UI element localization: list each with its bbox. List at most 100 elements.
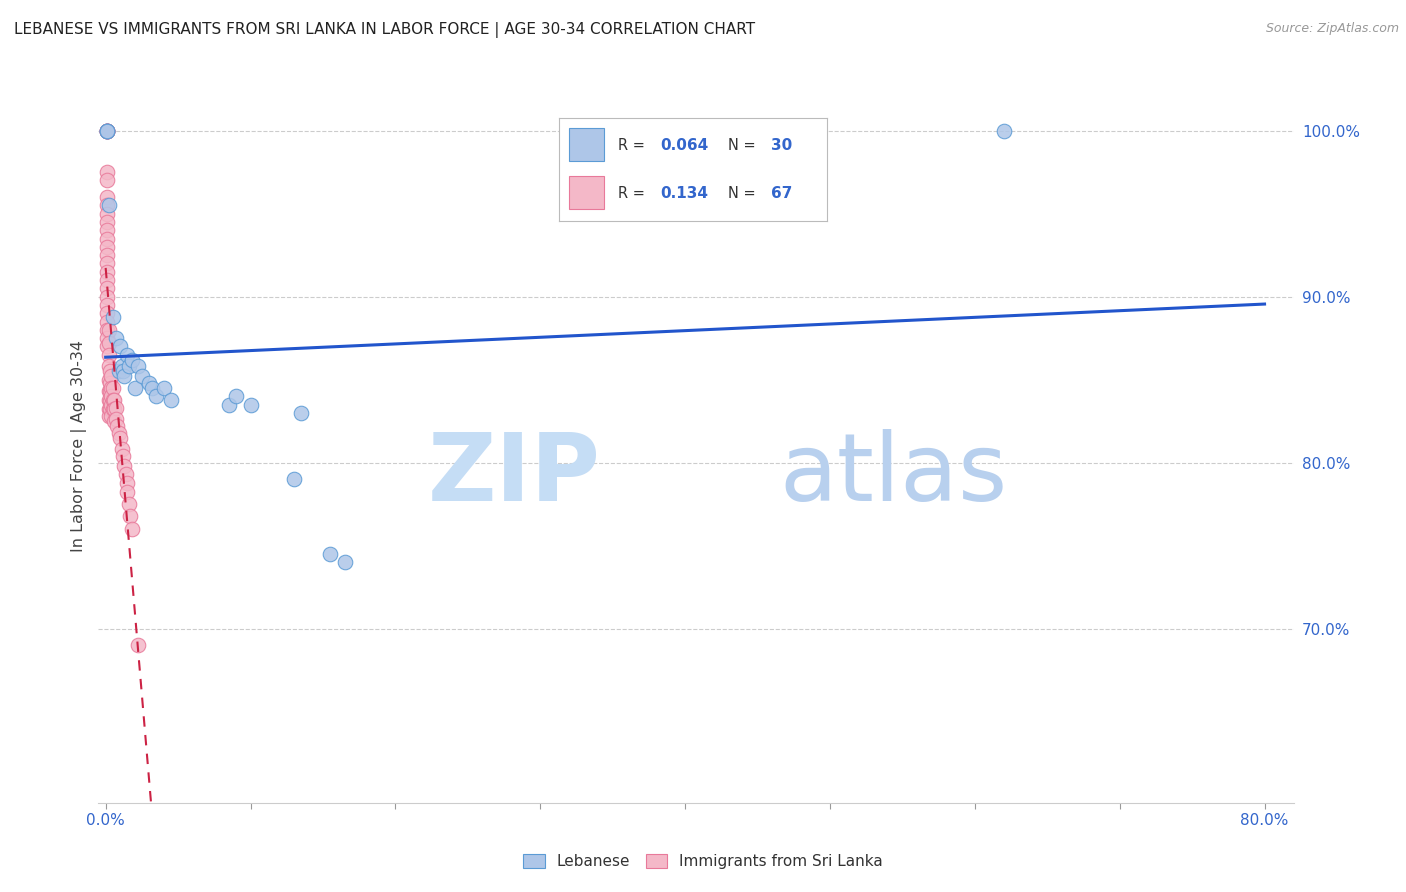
Point [103,402,125,417]
Text: 67: 67 [770,186,793,201]
Text: 0.064: 0.064 [661,138,709,153]
Point [112,364,135,378]
Point [96,331,118,345]
Point [290,406,312,420]
Y-axis label: In Labor Force | Age 30-34: In Labor Force | Age 30-34 [72,340,87,552]
Point [103,392,125,407]
Point [96,124,118,138]
Point [124,381,146,395]
Point [114,458,136,473]
Point [96,306,118,320]
Point [100,397,122,411]
Point [97,198,120,212]
Text: Source: ZipAtlas.com: Source: ZipAtlas.com [1265,22,1399,36]
Text: atlas: atlas [779,428,1008,521]
Point [97,402,120,417]
Point [103,414,125,428]
Point [118,497,141,511]
Point [96,198,118,212]
Point [333,555,356,569]
Point [96,231,118,245]
Point [96,215,118,229]
Point [96,124,118,138]
Point [108,431,131,445]
Point [117,485,139,500]
Point [97,323,120,337]
Point [319,547,342,561]
Point [145,389,167,403]
Point [98,376,121,390]
Point [96,248,118,262]
FancyBboxPatch shape [569,128,605,161]
Point [152,381,174,395]
Point [96,124,118,138]
Point [96,265,118,279]
Point [96,223,118,237]
Point [160,392,183,407]
Point [112,449,135,463]
Point [114,369,136,384]
Point [100,381,122,395]
Point [131,369,153,384]
Point [117,475,139,490]
Point [993,124,1015,138]
Point [118,359,141,374]
Point [96,281,118,295]
Point [100,389,122,403]
Text: LEBANESE VS IMMIGRANTS FROM SRI LANKA IN LABOR FORCE | AGE 30-34 CORRELATION CHA: LEBANESE VS IMMIGRANTS FROM SRI LANKA IN… [14,22,755,38]
Point [97,392,120,407]
Point [96,124,118,138]
Point [96,207,118,221]
Point [104,331,127,345]
Point [97,373,120,387]
Point [218,397,240,411]
Point [96,256,118,270]
Legend: Lebanese, Immigrants from Sri Lanka: Lebanese, Immigrants from Sri Lanka [517,847,889,875]
Point [96,173,118,187]
Point [101,392,124,407]
Text: 30: 30 [770,138,792,153]
Point [97,359,120,374]
Point [107,364,129,378]
Point [96,323,118,337]
Point [101,381,124,395]
Point [107,425,129,440]
Point [97,384,120,399]
Text: N =: N = [728,186,761,201]
Point [96,124,118,138]
Point [108,339,131,353]
Point [101,310,124,324]
Point [121,522,143,536]
Point [96,124,118,138]
Point [127,359,149,374]
Point [96,314,118,328]
Point [96,190,118,204]
Point [98,402,121,417]
Text: R =: R = [617,186,650,201]
Point [96,165,118,179]
Point [97,348,120,362]
Point [98,384,121,399]
Point [96,273,118,287]
Point [97,409,120,424]
Point [96,240,118,254]
Point [110,359,132,374]
Point [127,638,149,652]
Point [98,364,121,378]
Point [104,412,127,426]
Point [101,402,124,417]
Point [96,298,118,312]
Point [96,290,118,304]
Point [96,124,118,138]
Text: ZIP: ZIP [427,428,600,521]
Point [104,401,127,415]
Point [115,467,138,482]
FancyBboxPatch shape [569,176,605,209]
Point [105,419,128,434]
Point [283,472,305,486]
Point [110,442,132,457]
Point [100,409,122,424]
Point [225,389,247,403]
Point [96,124,118,138]
Point [239,397,262,411]
